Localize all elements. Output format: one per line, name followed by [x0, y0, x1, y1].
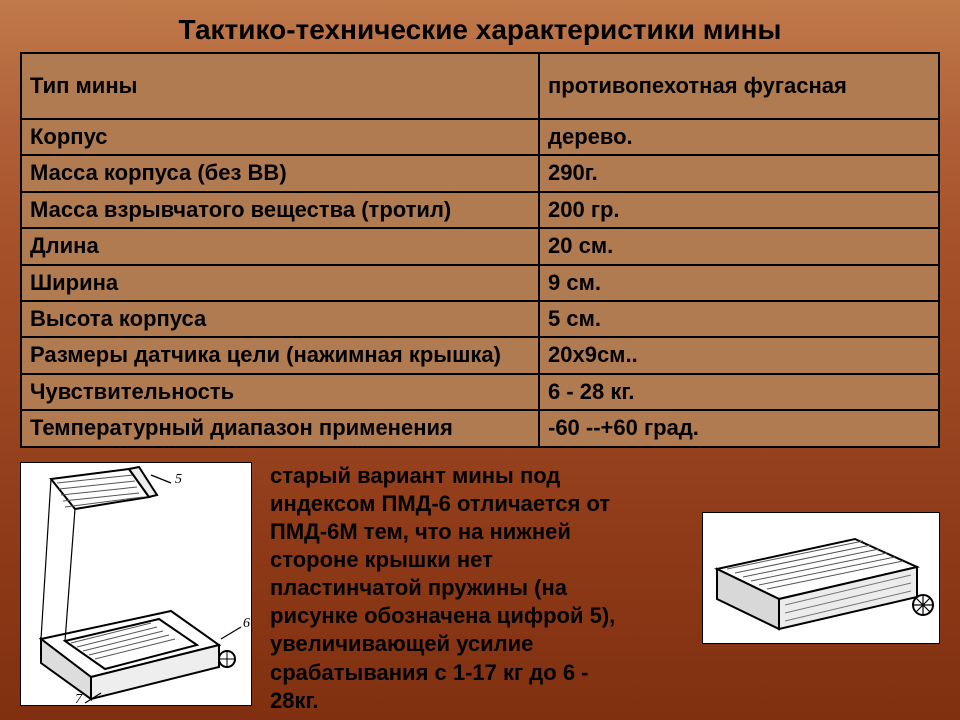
svg-text:6: 6	[243, 616, 250, 631]
table-row: Размеры датчика цели (нажимная крышка)20…	[21, 337, 939, 373]
spec-label: Высота корпуса	[21, 301, 539, 337]
mine-closed-diagram	[702, 512, 940, 644]
spec-value: -60 --+60 град.	[539, 410, 939, 446]
spec-label: Ширина	[21, 265, 539, 301]
spec-value: противопехотная фугасная	[539, 53, 939, 119]
spec-label: Температурный диапазон применения	[21, 410, 539, 446]
table-row: Масса взрывчатого вещества (тротил)200 г…	[21, 192, 939, 228]
table-row: Корпусдерево.	[21, 119, 939, 155]
spec-value: 20 см.	[539, 228, 939, 264]
spec-value: 9 см.	[539, 265, 939, 301]
table-row: Тип миныпротивопехотная фугасная	[21, 53, 939, 119]
spec-label: Тип мины	[21, 53, 539, 119]
spec-value: 290г.	[539, 155, 939, 191]
spec-value: 200 гр.	[539, 192, 939, 228]
table-row: Чувствительность6 - 28 кг.	[21, 374, 939, 410]
table-row: Температурный диапазон применения-60 --+…	[21, 410, 939, 446]
spec-value: 5 см.	[539, 301, 939, 337]
table-row: Ширина9 см.	[21, 265, 939, 301]
table-row: Длина20 см.	[21, 228, 939, 264]
spec-value: 20х9см..	[539, 337, 939, 373]
mine-open-diagram: 5 6 7	[20, 462, 252, 706]
spec-label: Масса корпуса (без ВВ)	[21, 155, 539, 191]
spec-label: Чувствительность	[21, 374, 539, 410]
spec-label: Корпус	[21, 119, 539, 155]
spec-value: 6 - 28 кг.	[539, 374, 939, 410]
svg-text:5: 5	[175, 472, 182, 487]
page-title: Тактико-технические характеристики мины	[0, 0, 960, 52]
spec-table: Тип миныпротивопехотная фугаснаяКорпусде…	[20, 52, 940, 448]
spec-label: Размеры датчика цели (нажимная крышка)	[21, 337, 539, 373]
spec-label: Масса взрывчатого вещества (тротил)	[21, 192, 539, 228]
table-row: Масса корпуса (без ВВ)290г.	[21, 155, 939, 191]
spec-label: Длина	[21, 228, 539, 264]
svg-text:7: 7	[75, 692, 83, 705]
spec-value: дерево.	[539, 119, 939, 155]
table-row: Высота корпуса5 см.	[21, 301, 939, 337]
description-text: старый вариант мины под индексом ПМД-6 о…	[270, 462, 630, 715]
lower-row: 5 6 7 старый вариант мины под индексом П…	[0, 448, 960, 715]
